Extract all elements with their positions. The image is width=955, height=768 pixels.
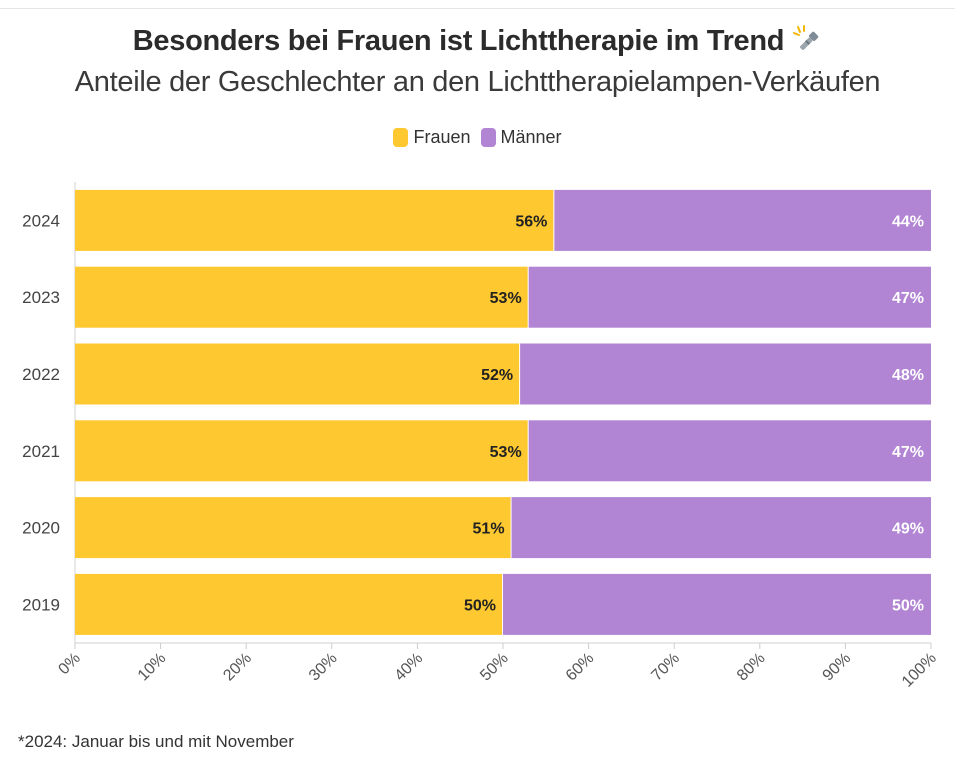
x-tick-label-10: 100% [899, 650, 940, 691]
category-label-2022: 2022 [22, 365, 60, 384]
legend-label-maenner: Männer [500, 127, 562, 147]
category-label-2019: 2019 [22, 595, 60, 614]
bar-maenner-2023 [528, 266, 931, 328]
x-tick-label-1: 10% [135, 650, 170, 685]
chart-title-text: Besonders bei Frauen ist Lichttherapie i… [132, 25, 785, 57]
x-tick-label-8: 80% [734, 650, 769, 685]
x-tick-label-0: 0% [55, 650, 83, 678]
category-label-2021: 2021 [22, 442, 60, 461]
legend-swatch-maenner [480, 128, 496, 147]
bar-frauen-2020 [75, 497, 511, 559]
bar-maenner-2019 [503, 573, 931, 635]
top-rule [0, 8, 955, 9]
data-label-maenner-2019: 50% [892, 597, 924, 614]
data-label-frauen-2021: 53% [490, 444, 522, 461]
bar-frauen-2024 [75, 189, 554, 251]
data-label-frauen-2019: 50% [464, 597, 496, 614]
chart-subtitle: Anteile der Geschlechter an den Lichtthe… [74, 66, 881, 98]
x-tick-label-7: 70% [648, 650, 683, 685]
bar-maenner-2021 [528, 420, 931, 482]
data-label-maenner-2023: 47% [892, 290, 924, 307]
x-tick-label-4: 40% [392, 650, 427, 685]
x-tick-label-6: 60% [563, 650, 598, 685]
legend-item-frauen[interactable]: Frauen [393, 127, 471, 148]
legend-swatch-frauen [393, 128, 409, 147]
data-label-frauen-2020: 51% [473, 521, 505, 538]
bar-frauen-2021 [75, 420, 528, 482]
bar-maenner-2022 [520, 343, 931, 405]
bar-frauen-2023 [75, 266, 528, 328]
bar-maenner-2024 [554, 189, 931, 251]
bar-frauen-2019 [75, 573, 502, 635]
legend-label-frauen: Frauen [413, 127, 471, 147]
category-label-2020: 2020 [22, 519, 60, 538]
data-label-maenner-2022: 48% [892, 367, 924, 384]
legend-item-maenner[interactable]: Männer [480, 127, 562, 148]
data-label-frauen-2024: 56% [515, 213, 547, 230]
x-tick-label-5: 50% [477, 650, 512, 685]
data-label-maenner-2020: 49% [892, 521, 924, 538]
chart-title: Besonders bei Frauen ist Lichttherapie i… [0, 24, 955, 62]
data-label-frauen-2023: 53% [490, 290, 522, 307]
data-label-maenner-2021: 47% [892, 444, 924, 461]
x-tick-label-3: 30% [306, 650, 341, 685]
footnote: *2024: Januar bis und mit November [18, 732, 294, 751]
flashlight-icon [792, 24, 822, 62]
data-label-maenner-2024: 44% [892, 213, 924, 230]
category-label-2024: 2024 [22, 211, 60, 230]
data-label-frauen-2022: 52% [481, 367, 513, 384]
bar-frauen-2022 [75, 343, 520, 405]
x-tick-label-2: 20% [220, 650, 255, 685]
category-label-2023: 2023 [22, 288, 60, 307]
x-tick-label-9: 90% [820, 650, 855, 685]
bar-maenner-2020 [511, 497, 931, 559]
legend: Frauen Männer [0, 127, 955, 148]
